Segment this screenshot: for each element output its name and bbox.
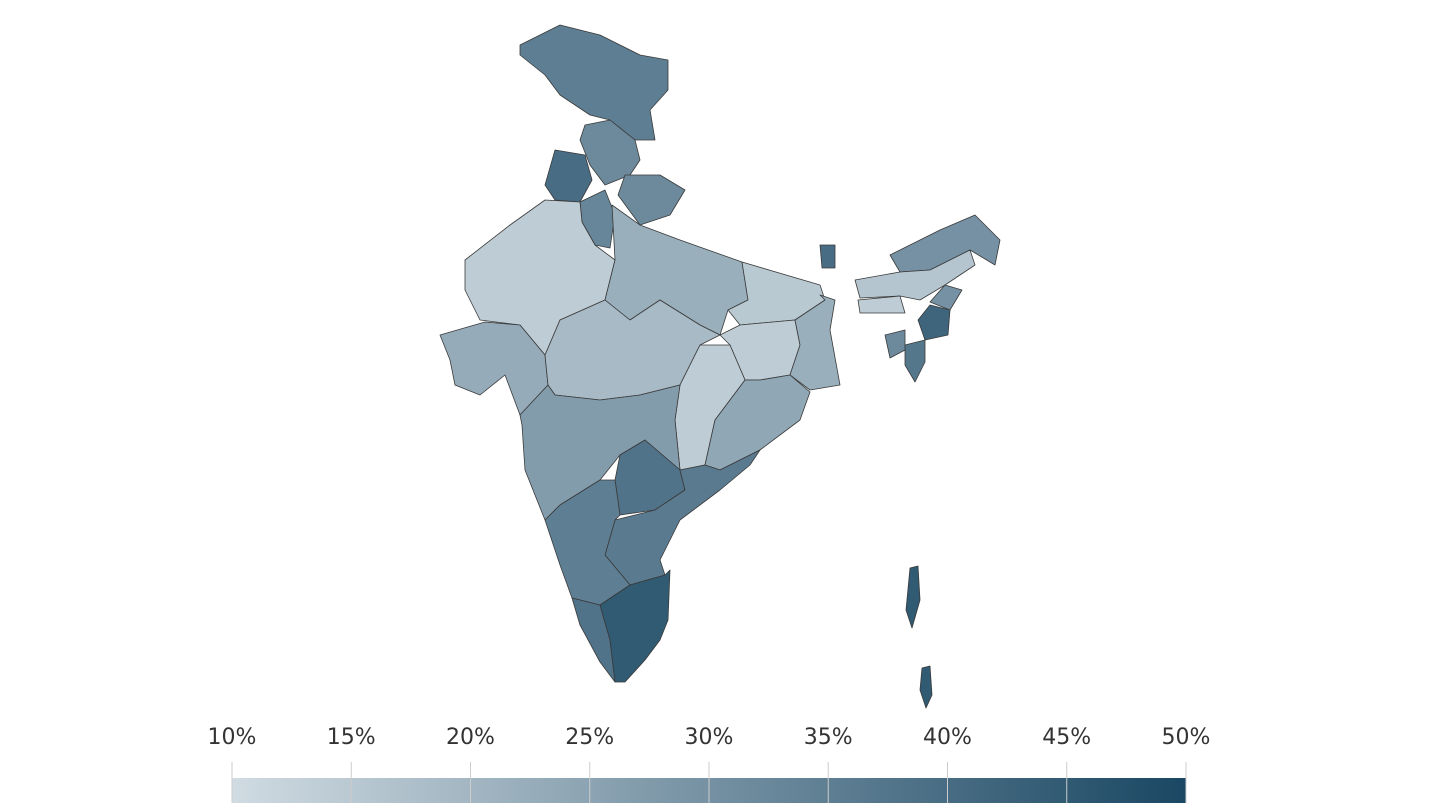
state [854, 249, 976, 301]
state [704, 374, 811, 471]
tick-label: 35% [804, 725, 853, 750]
map [439, 24, 1001, 709]
state [819, 244, 836, 269]
tick-label: 15% [327, 725, 376, 750]
state [544, 479, 631, 606]
tick-label: 50% [1162, 725, 1211, 750]
state [857, 295, 906, 314]
state [617, 174, 686, 226]
state [604, 449, 761, 586]
tick-label: 45% [1042, 725, 1091, 750]
state [599, 569, 671, 683]
state [919, 665, 933, 709]
state [519, 24, 669, 141]
state [789, 294, 841, 391]
tick-label: 25% [565, 725, 614, 750]
tick-label: 10% [208, 725, 257, 750]
state [884, 329, 906, 359]
state [905, 565, 921, 629]
state [917, 304, 951, 341]
tick-label: 20% [446, 725, 495, 750]
state [904, 339, 926, 383]
state [544, 149, 593, 203]
tick-label: 40% [923, 725, 972, 750]
tick-label: 30% [685, 725, 734, 750]
